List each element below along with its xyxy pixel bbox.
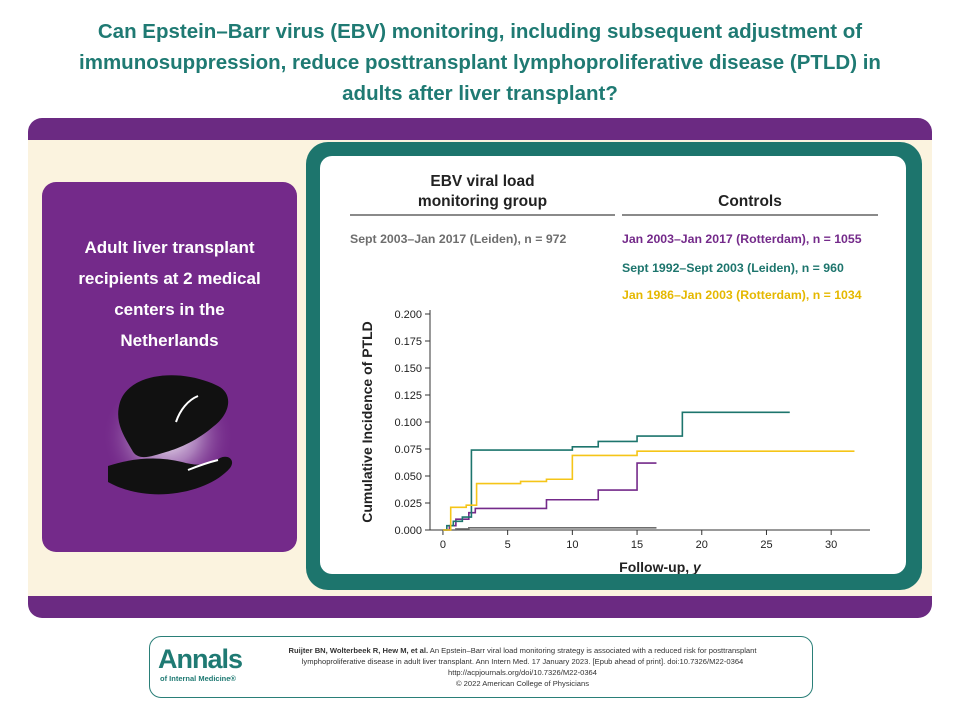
population-line: Adult liver transplant (84, 238, 255, 257)
population-line: recipients at 2 medical (78, 269, 261, 288)
series-line-3 (442, 450, 855, 531)
citation-box: Annals of Internal Medicine® Ruijter BN,… (149, 636, 813, 698)
y-axis-label: Cumulative Incidence of PTLD (359, 321, 375, 522)
y-tick-label: 0.100 (394, 417, 422, 429)
series-line-1 (442, 462, 657, 531)
citation-line: http://acpjournals.org/doi/10.7326/M22-0… (447, 668, 598, 677)
page-title: Can Epstein–Barr virus (EBV) monitoring,… (40, 16, 920, 109)
legend-label: Jan 1986–Jan 2003 (Rotterdam), n = 1034 (622, 288, 862, 302)
x-axis-label: Follow-up, y (619, 559, 702, 574)
ptld-incidence-chart: 0.000 0.025 0.050 0.075 0.100 0.125 0.150 0.175… (359, 309, 870, 574)
legend-label: Sept 2003–Jan 2017 (Leiden), n = 972 (350, 232, 567, 246)
legend-leiden-1992-2003: Sept 1992–Sept 2003 (Leiden), n = 960 (622, 261, 844, 275)
x-tick-label: 0 (440, 539, 446, 551)
chart-panel: EBV viral load monitoring group Controls… (320, 156, 906, 574)
chart-frame: EBV viral load monitoring group Controls… (306, 142, 922, 590)
journal-logo: Annals (158, 644, 243, 674)
title-line: Can Epstein–Barr virus (EBV) monitoring,… (97, 20, 863, 43)
y-tick-label: 0.175 (394, 336, 422, 348)
title-line: immunosuppression, reduce posttransplant… (79, 51, 881, 74)
citation-authors: Ruijter BN, Wolterbeek R, Hew M, et al. (288, 646, 429, 655)
legend-rotterdam-1986-2003: Jan 1986–Jan 2003 (Rotterdam), n = 1034 (622, 288, 862, 302)
monitoring-header-line: EBV viral load (430, 173, 535, 190)
y-tick-label: 0.125 (394, 390, 422, 402)
y-tick-label: 0.025 (394, 498, 422, 510)
legend-rotterdam-2003-2017: Jan 2003–Jan 2017 (Rotterdam), n = 1055 (622, 232, 862, 246)
population-line: centers in the (114, 300, 225, 319)
series-line-0 (442, 527, 657, 531)
citation-line: Ruijter BN, Wolterbeek R, Hew M, et al. … (250, 645, 795, 656)
monitoring-group-header: EBV viral load monitoring group (350, 172, 615, 212)
citation-line: lymphoproliferative disease in adult liv… (301, 657, 744, 666)
x-tick-label: 10 (566, 539, 578, 551)
y-tick-label: 0.150 (394, 363, 422, 375)
x-tick-label: 20 (696, 539, 708, 551)
journal-logo-subtitle: of Internal Medicine® (160, 674, 236, 683)
controls-header: Controls (718, 193, 782, 210)
population-text: Adult liver transplant recipients at 2 m… (42, 232, 297, 356)
legend-monitoring: Sept 2003–Jan 2017 (Leiden), n = 972 (350, 232, 566, 246)
monitoring-header-line: monitoring group (417, 193, 548, 210)
title-line: adults after liver transplant? (342, 82, 618, 105)
y-tick-label: 0.000 (394, 525, 422, 537)
legend-label: Sept 1992–Sept 2003 (Leiden), n = 960 (622, 261, 844, 275)
citation-line1: An Epstein–Barr viral load monitoring st… (428, 646, 757, 655)
x-tick-label: 25 (760, 539, 772, 551)
series-line-2 (442, 411, 790, 531)
citation-line: © 2022 American College of Physicians (455, 679, 590, 688)
population-line: Netherlands (120, 331, 219, 350)
citation-text: Ruijter BN, Wolterbeek R, Hew M, et al. … (250, 645, 795, 689)
x-tick-label: 30 (825, 539, 837, 551)
population-panel: Adult liver transplant recipients at 2 m… (42, 182, 297, 552)
controls-header-rule (622, 214, 878, 216)
y-tick-label: 0.050 (394, 471, 422, 483)
monitoring-header-rule (350, 214, 615, 216)
liver-in-hand-icon (102, 375, 234, 504)
x-tick-label: 15 (631, 539, 643, 551)
x-tick-label: 5 (505, 539, 511, 551)
y-tick-label: 0.200 (394, 309, 422, 321)
y-tick-label: 0.075 (394, 444, 422, 456)
legend-label: Jan 2003–Jan 2017 (Rotterdam), n = 1055 (622, 232, 862, 246)
